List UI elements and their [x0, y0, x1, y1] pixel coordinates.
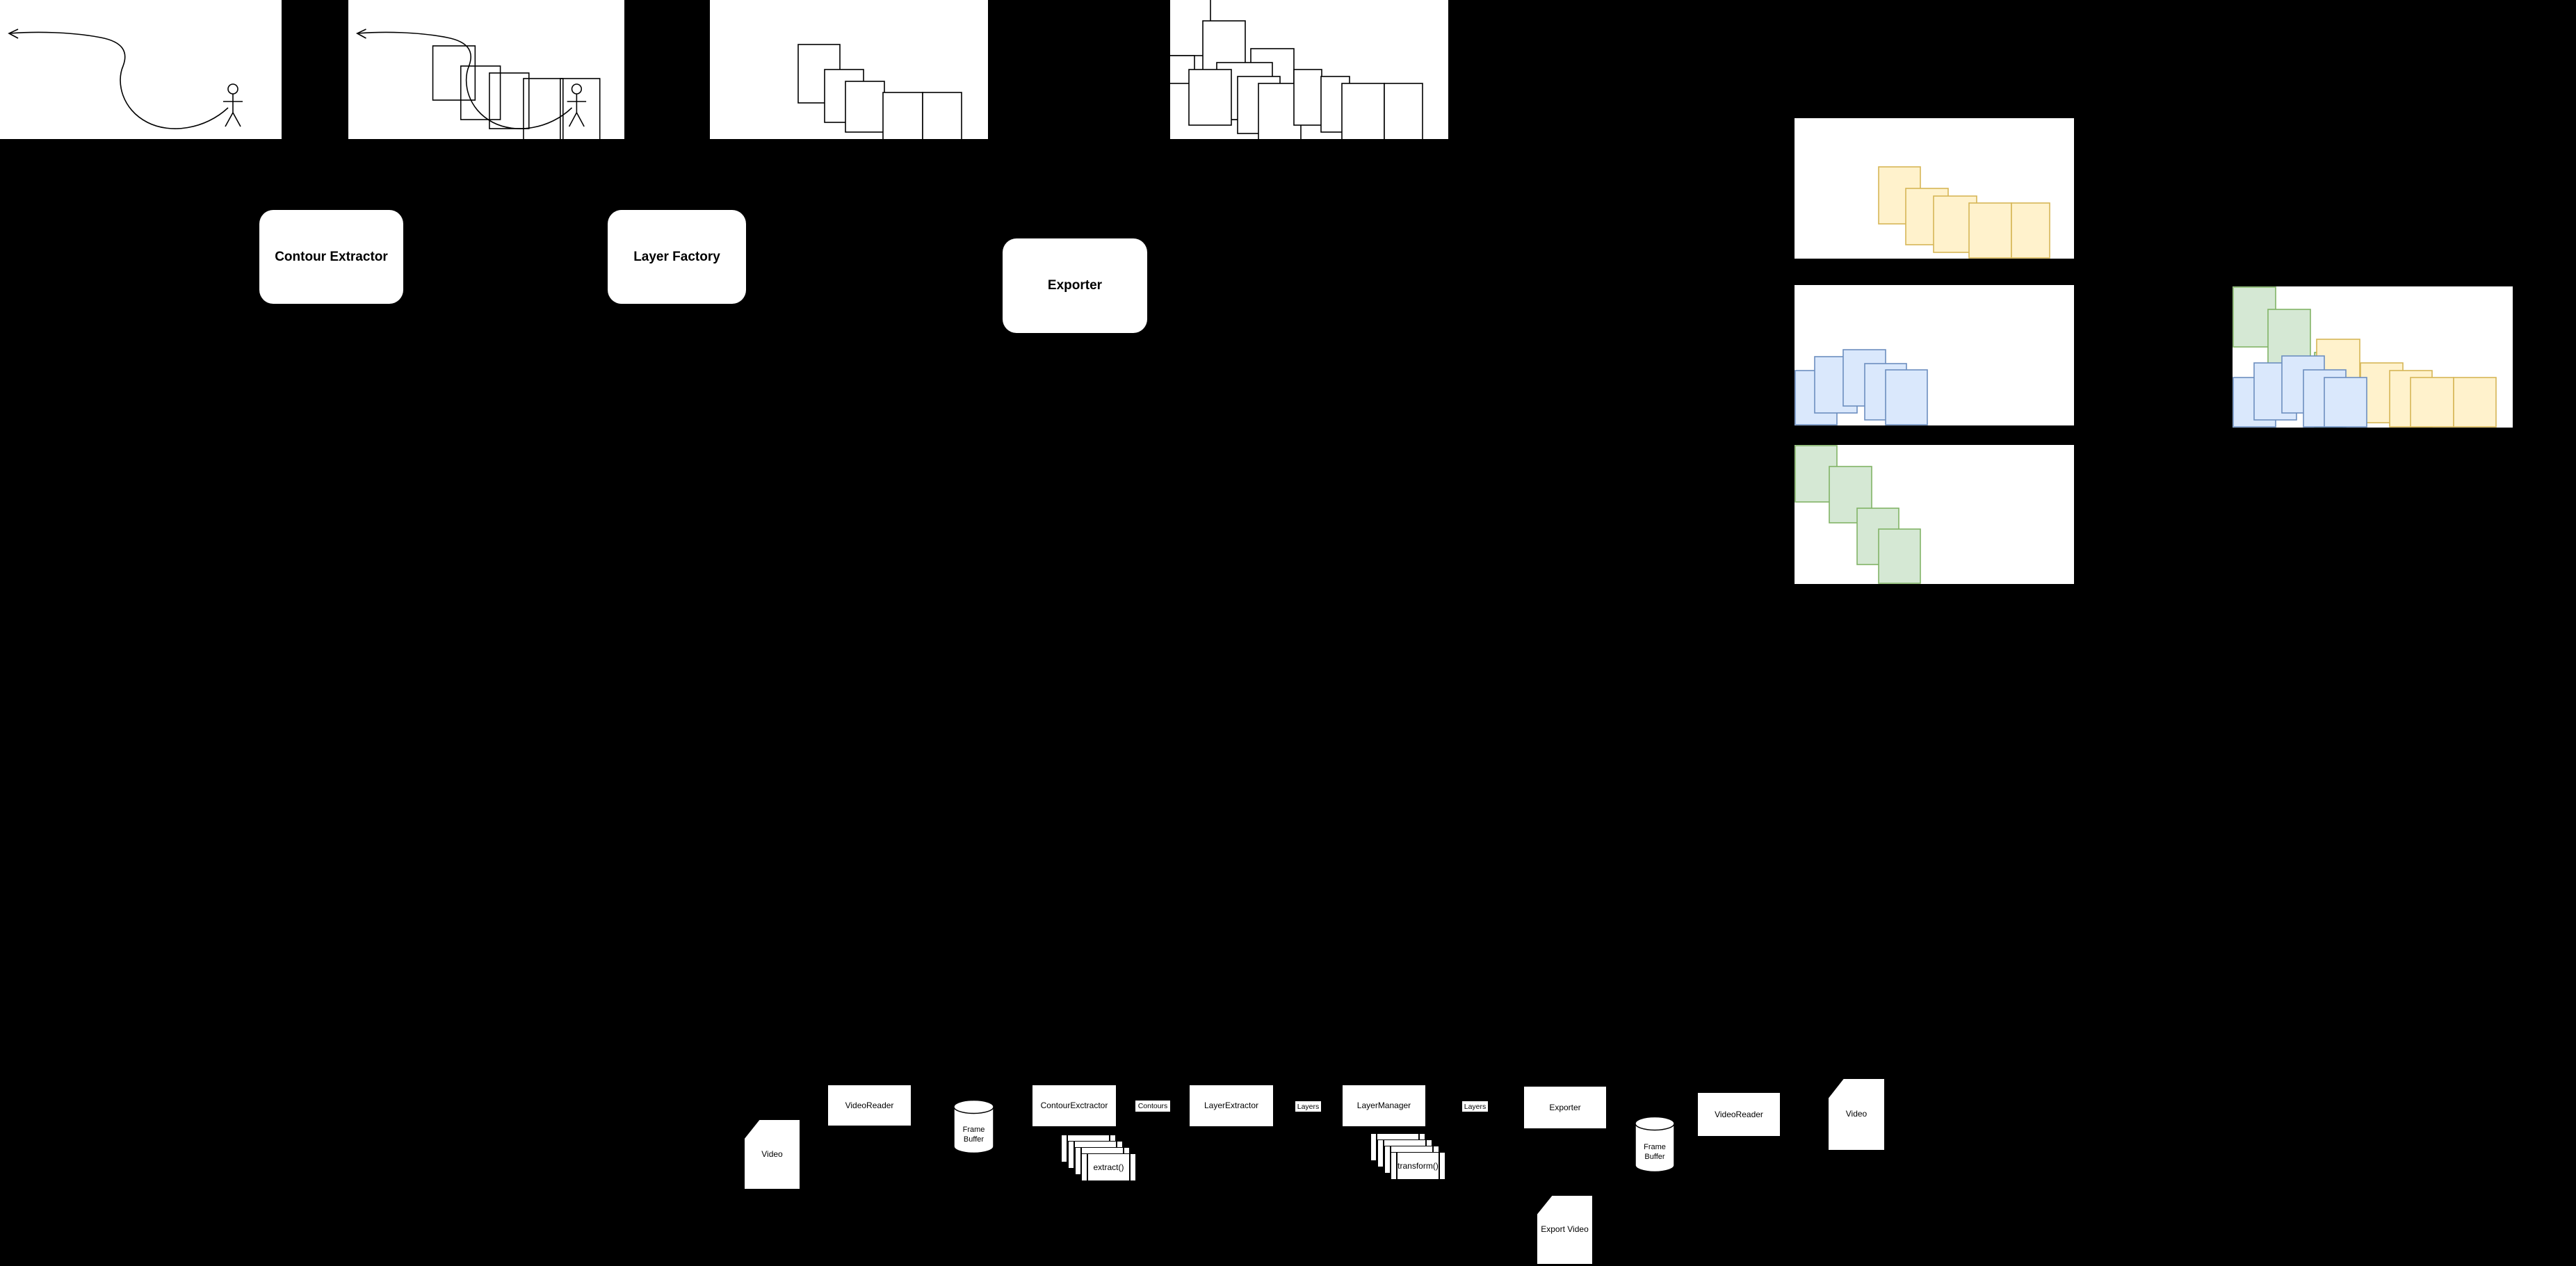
exporter-seq-label: Exporter [1549, 1102, 1581, 1112]
layer-panel-composite [2233, 286, 2513, 428]
contour-exctractor-label: ContourExctractor [1040, 1101, 1108, 1110]
layer-panel-yellow [1795, 118, 2074, 259]
contour-extractor-label: Contour Extractor [275, 249, 388, 264]
video-reader-in-label: VideoReader [845, 1100, 894, 1110]
video-input-document: Video [745, 1120, 800, 1189]
layer-panel-green [1795, 445, 2074, 584]
yellow-layer-frames [1878, 166, 2050, 259]
frame-buffer-in-label: Frame Buffer [962, 1125, 985, 1144]
contours-text: Contours [1137, 1102, 1168, 1110]
overlapping-layers-sketch [1170, 0, 1423, 139]
video-reader-out-label: VideoReader [1715, 1109, 1763, 1119]
layer-factory-node: Layer Factory [608, 210, 746, 304]
layer-extractor-box: LayerExtractor [1190, 1085, 1273, 1126]
contours-data-label: Contours [1135, 1101, 1170, 1112]
video-reader-in-box: VideoReader [828, 1085, 911, 1126]
frame-extracted-contours [710, 0, 988, 139]
layer-extractor-label: LayerExtractor [1204, 1101, 1259, 1110]
transform-call-stack: transform() [1370, 1133, 1447, 1182]
extract-call-stack: extract() [1061, 1135, 1137, 1182]
layers-data-label-2: Layers [1462, 1101, 1488, 1112]
layers-text-2: Layers [1464, 1102, 1487, 1111]
frame-buffer-in-cylinder: Frame Buffer [953, 1099, 994, 1154]
video-output-document: Video [1829, 1079, 1884, 1150]
transform-call-label: transform() [1398, 1161, 1439, 1171]
cylinder-icon [953, 1099, 994, 1154]
exporter-node: Exporter [1003, 238, 1147, 333]
video-output-label: Video [1845, 1109, 1868, 1119]
layers-data-label-1: Layers [1295, 1101, 1321, 1112]
frame-buffer-out-label: Frame Buffer [1644, 1143, 1666, 1161]
contour-extractor-node: Contour Extractor [259, 210, 403, 304]
process-box-front: transform() [1391, 1152, 1445, 1180]
export-video-document: Export Video [1537, 1196, 1592, 1264]
frame-original-scene [0, 0, 282, 139]
layer-manager-box: LayerManager [1343, 1085, 1425, 1126]
layer-manager-label: LayerManager [1356, 1101, 1411, 1110]
extract-call-label: extract() [1093, 1162, 1124, 1172]
process-box-front: extract() [1081, 1153, 1136, 1181]
composite-layer-frames [2233, 286, 2497, 428]
blue-layer-frames [1795, 349, 1928, 425]
exporter-label: Exporter [1047, 278, 1103, 293]
exporter-box: Exporter [1524, 1087, 1606, 1128]
scene-sketch-curve-and-figure [8, 29, 243, 129]
layer-factory-label: Layer Factory [633, 249, 720, 264]
frame-scene-with-contours [348, 0, 624, 139]
video-reader-out-box: VideoReader [1698, 1093, 1780, 1136]
export-video-label: Export Video [1541, 1224, 1589, 1235]
cylinder-icon [1635, 1116, 1675, 1173]
contour-exctractor-box: ContourExctractor [1032, 1085, 1116, 1126]
layer-panel-blue [1795, 285, 2074, 425]
green-layer-frames [1795, 445, 1921, 584]
frame-buffer-out-cylinder: Frame Buffer [1635, 1116, 1675, 1173]
scene-sketch-with-contour-boxes [355, 29, 601, 139]
contour-cascade-sketch [797, 44, 962, 139]
frame-layer-candidates [1170, 0, 1448, 139]
layers-text-1: Layers [1297, 1102, 1320, 1111]
video-input-label: Video [761, 1149, 783, 1159]
